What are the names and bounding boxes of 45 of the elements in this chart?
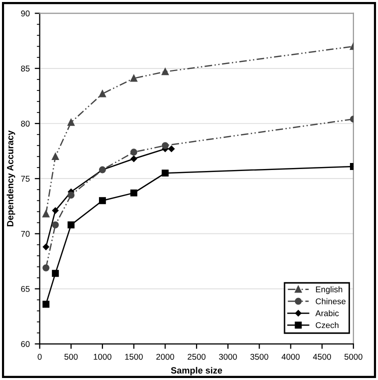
y-tick-label: 85 (21, 66, 30, 72)
x-tick-label: 4000 (282, 354, 300, 360)
x-tick-label: 3000 (218, 354, 237, 360)
point (68, 118, 75, 126)
point (98, 90, 106, 98)
point (162, 170, 169, 177)
legend-label: English (316, 286, 342, 294)
point (42, 244, 50, 250)
point (52, 221, 59, 228)
x-tick-label: 3500 (250, 354, 268, 360)
point (162, 142, 169, 150)
x-tick-label: 2500 (188, 354, 206, 360)
point (130, 189, 138, 196)
point (130, 74, 138, 82)
x-tick-label: 2000 (156, 354, 174, 360)
y-tick-label: 70 (21, 230, 30, 237)
point (98, 197, 106, 204)
point (162, 68, 169, 76)
x-axis-title: Sample size (170, 366, 222, 376)
legend-label: Arabic (315, 310, 339, 316)
x-tick-label: 0 (38, 354, 42, 360)
point (68, 221, 75, 228)
legend-label: Chinese (316, 298, 346, 304)
point (42, 300, 50, 308)
y-axis-title: Dependency Accuracy (6, 130, 16, 226)
x-tick-label: 4500 (312, 354, 331, 360)
point (52, 153, 59, 160)
y-tick-label: 80 (21, 120, 30, 127)
y-tick-label: 75 (21, 176, 30, 182)
x-tick-label: 5000 (344, 354, 362, 360)
y-tick-label: 60 (21, 341, 30, 347)
x-tick-label: 1500 (125, 354, 143, 360)
point (68, 192, 75, 199)
point (168, 146, 175, 152)
legend-label: Czech (316, 322, 338, 328)
x-tick-label: 500 (64, 354, 78, 360)
point (42, 264, 50, 272)
point (52, 270, 59, 277)
x-tick-label: 1000 (94, 354, 112, 360)
point (52, 207, 59, 214)
y-tick-label: 90 (21, 10, 30, 16)
point (130, 156, 137, 162)
point (42, 210, 50, 218)
y-tick-label: 65 (21, 286, 30, 292)
point (130, 148, 138, 156)
